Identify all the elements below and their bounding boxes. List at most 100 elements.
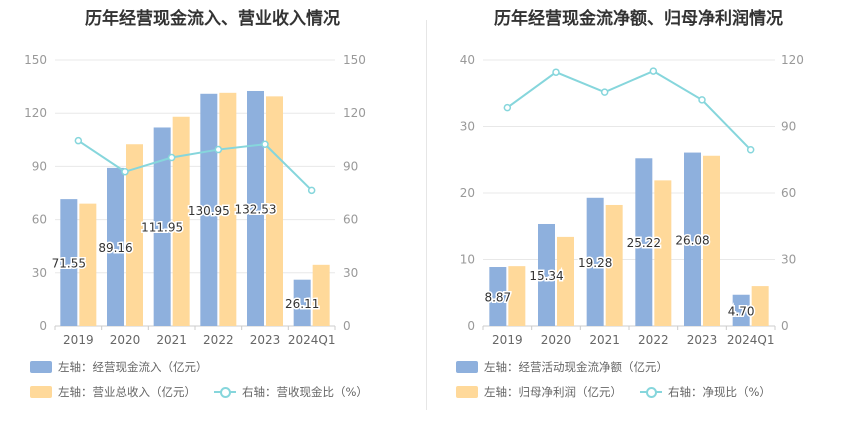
bar-data-label: 71.55 — [52, 257, 86, 271]
left-axis-tick-label: 90 — [32, 159, 47, 173]
bar-secondary — [508, 266, 526, 326]
bar-secondary — [605, 204, 623, 326]
bar-primary — [153, 127, 171, 326]
x-axis-tick-label: 2021 — [589, 333, 620, 347]
ratio-point — [552, 68, 560, 76]
bar-primary — [60, 199, 78, 326]
legend-item[interactable]: 右轴：营收现金比（%） — [214, 384, 368, 400]
bar-secondary — [266, 96, 283, 326]
bar-primary — [538, 223, 555, 326]
ratio-point — [307, 186, 316, 195]
right-axis-tick-label: 60 — [781, 186, 796, 200]
left-axis-tick-label: 60 — [32, 213, 47, 227]
x-axis-tick-label: 2023 — [687, 333, 718, 347]
bar-data-label: 26.08 — [675, 233, 709, 247]
legend-line-swatch — [214, 386, 236, 398]
legend-label: 左轴：归母净利润（亿元） — [484, 384, 622, 399]
ratio-point — [121, 167, 129, 176]
x-axis-tick-label: 2022 — [638, 333, 669, 347]
legend-row: 左轴：营业总收入（亿元） 右轴：营收现金比（%） — [30, 383, 386, 399]
bar-primary — [586, 197, 604, 326]
bar-primary — [732, 294, 750, 326]
left-axis-tick-label: 0 — [467, 319, 475, 333]
legend-label: 右轴：营收现金比（%） — [242, 384, 368, 399]
legend-bar-swatch — [30, 386, 52, 398]
bar-data-label: 111.95 — [141, 221, 183, 235]
legend-line-swatch — [640, 386, 662, 398]
ratio-point — [167, 153, 176, 162]
legend-bar-swatch — [456, 386, 478, 398]
legend-row: 左轴：经营活动现金流净额（亿元） — [456, 358, 686, 374]
left-axis-tick-label: 30 — [460, 120, 475, 134]
bar-data-label: 8.87 — [484, 291, 511, 305]
bar-primary — [247, 90, 264, 326]
ratio-line — [506, 69, 752, 151]
bar-data-label: 89.16 — [98, 241, 132, 255]
left-axis-tick-label: 30 — [32, 266, 47, 280]
right-axis-tick-label: 30 — [781, 253, 796, 267]
legend-label: 左轴：经营现金流入（亿元） — [58, 359, 208, 374]
right-axis-tick-label: 30 — [343, 266, 358, 280]
bar-data-label: 26.11 — [285, 297, 319, 311]
ratio-point — [698, 96, 706, 104]
bar-primary — [107, 167, 124, 326]
x-axis-tick-label: 2020 — [541, 333, 572, 347]
right-axis-tick-label: 120 — [343, 106, 366, 120]
chart-title: 历年经营现金流净额、归母净利润情况 — [494, 9, 783, 29]
bar-data-label: 19.28 — [578, 256, 612, 270]
x-axis-tick-label: 2019 — [63, 333, 94, 347]
right-axis-tick-label: 120 — [781, 53, 804, 67]
legend-label: 左轴：营业总收入（亿元） — [58, 384, 196, 399]
x-axis-tick-label: 2022 — [203, 333, 234, 347]
left-axis-tick-label: 150 — [24, 53, 47, 67]
legend-bar-swatch — [456, 361, 478, 373]
bar-data-label: 130.95 — [188, 204, 230, 218]
bar-secondary — [654, 180, 672, 326]
ratio-point — [746, 146, 755, 154]
x-axis-tick-label: 2024Q1 — [288, 333, 336, 347]
bar-secondary — [79, 203, 97, 326]
left-axis-tick-label: 0 — [39, 319, 47, 333]
right-axis-tick-label: 0 — [781, 319, 789, 333]
ratio-point — [649, 67, 658, 75]
chart-title: 历年经营现金流入、营业收入情况 — [85, 9, 340, 29]
ratio-point — [214, 145, 223, 154]
left-axis-tick-label: 10 — [460, 253, 475, 267]
legend-label: 右轴：净现比（%） — [668, 384, 771, 399]
right-axis-tick-label: 90 — [781, 120, 796, 134]
x-axis-tick-label: 2021 — [156, 333, 187, 347]
bar-secondary — [557, 236, 574, 326]
right-axis-tick-label: 60 — [343, 213, 358, 227]
x-axis-tick-label: 2019 — [492, 333, 523, 347]
chart-svg: 0 10 20 30 40 0 30 60 90 120 2019 2020 2021 2022 2023 2… — [460, 53, 804, 347]
bar-data-label: 4.70 — [728, 304, 755, 318]
legend-label: 左轴：经营活动现金流净额（亿元） — [484, 359, 668, 374]
bar-secondary — [703, 155, 720, 326]
ratio-line — [77, 139, 313, 192]
legend-item[interactable]: 左轴：归母净利润（亿元） — [456, 384, 622, 400]
legend-bar-swatch — [30, 361, 52, 373]
ratio-point — [600, 88, 609, 96]
bar-secondary — [219, 92, 237, 326]
bar-secondary — [172, 116, 190, 326]
legend-item[interactable]: 左轴：经营现金流入（亿元） — [30, 359, 208, 375]
right-axis-tick-label: 90 — [343, 159, 358, 173]
bar-secondary — [751, 286, 769, 326]
bar-secondary — [126, 144, 143, 326]
x-axis-tick-label: 2023 — [250, 333, 281, 347]
bar-data-label: 15.34 — [529, 269, 563, 283]
bar-secondary — [312, 264, 330, 326]
legend-item[interactable]: 左轴：经营活动现金流净额（亿元） — [456, 359, 668, 375]
legend-item[interactable]: 右轴：净现比（%） — [640, 384, 771, 400]
bar-data-label: 132.53 — [235, 202, 277, 216]
legend-row: 左轴：经营现金流入（亿元） — [30, 358, 226, 374]
legend-item[interactable]: 左轴：营业总收入（亿元） — [30, 384, 196, 400]
ratio-point — [74, 136, 83, 145]
bar-data-label: 25.22 — [627, 236, 661, 250]
left-axis-tick-label: 120 — [24, 106, 47, 120]
left-axis-tick-label: 20 — [460, 186, 475, 200]
bar-primary — [293, 279, 311, 326]
bar-primary — [684, 152, 701, 326]
x-axis-tick-label: 2024Q1 — [727, 333, 775, 347]
x-axis-tick-label: 2020 — [110, 333, 141, 347]
